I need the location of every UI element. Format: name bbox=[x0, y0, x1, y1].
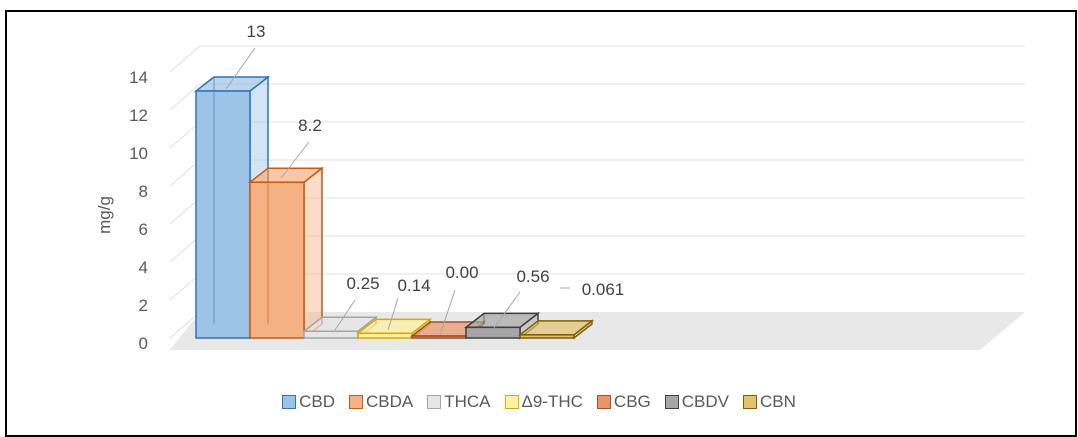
legend-item: CBD bbox=[282, 392, 335, 412]
leader-line bbox=[439, 289, 456, 336]
leader-line bbox=[493, 291, 521, 329]
bar-front bbox=[519, 334, 575, 339]
gridline-diag bbox=[169, 83, 201, 111]
legend-label: CBD bbox=[299, 392, 335, 411]
data-label: 0.061 bbox=[582, 280, 625, 299]
bar-front bbox=[411, 335, 467, 339]
y-axis-title: mg/g bbox=[95, 196, 114, 234]
data-label: 0.56 bbox=[516, 267, 549, 286]
data-label: 0.25 bbox=[346, 274, 379, 293]
legend-swatch bbox=[504, 395, 519, 409]
legend-label: CBDA bbox=[365, 392, 414, 411]
chart-frame bbox=[5, 10, 1077, 437]
legend-swatch bbox=[348, 395, 363, 409]
legend-item: THCA bbox=[427, 392, 491, 412]
legend-swatch bbox=[282, 395, 297, 409]
leader-line bbox=[225, 47, 256, 90]
y-tick-label: 4 bbox=[139, 258, 148, 277]
legend-label: CBDV bbox=[681, 392, 729, 411]
data-label: 13 bbox=[247, 22, 266, 41]
gridlines bbox=[169, 45, 1025, 339]
data-label: 0.00 bbox=[445, 263, 478, 282]
bar-side bbox=[303, 166, 323, 340]
bar-front bbox=[357, 332, 413, 339]
legend-swatch bbox=[427, 395, 442, 409]
legend-label: CBN bbox=[760, 392, 796, 411]
y-tick-label: 2 bbox=[139, 296, 148, 315]
bar-front bbox=[249, 181, 305, 339]
bar-CBDA bbox=[247, 166, 325, 340]
bar-front bbox=[465, 326, 521, 339]
leader-line bbox=[387, 297, 399, 331]
legend-swatch bbox=[664, 395, 679, 409]
y-tick-label: 14 bbox=[129, 68, 148, 87]
legend-label: CBG bbox=[613, 392, 651, 411]
legend-label: Δ9-THC bbox=[521, 392, 583, 411]
y-tick-label: 8 bbox=[139, 182, 148, 201]
y-tick-label: 12 bbox=[129, 106, 148, 125]
leader-line bbox=[280, 141, 310, 179]
legend-item: CBN bbox=[743, 392, 796, 412]
y-tick-label: 6 bbox=[139, 220, 148, 239]
gridline-diag bbox=[169, 311, 201, 339]
y-tick-label: 0 bbox=[139, 334, 148, 353]
gridline-diag bbox=[169, 45, 201, 73]
leader-line bbox=[334, 299, 356, 331]
legend-swatch bbox=[596, 395, 611, 409]
data-label: 8.2 bbox=[298, 116, 322, 135]
bar-front bbox=[195, 90, 251, 339]
legend: CBD CBDA THCA Δ9-THC CBG CBDV CBN bbox=[0, 392, 1078, 412]
legend-label: THCA bbox=[444, 392, 491, 411]
gridline-diag bbox=[169, 121, 201, 149]
gridline-diag bbox=[169, 273, 201, 301]
gridline-diag bbox=[169, 197, 201, 225]
gridline-diag bbox=[169, 235, 201, 263]
gridline-diag bbox=[169, 159, 201, 187]
legend-item: CBDA bbox=[348, 392, 414, 412]
y-tick-label: 10 bbox=[129, 144, 148, 163]
legend-item: CBDV bbox=[664, 392, 729, 412]
legend-item: CBG bbox=[596, 392, 651, 412]
bar-front bbox=[303, 330, 359, 339]
legend-item: Δ9-THC bbox=[504, 392, 583, 412]
bar-CBN bbox=[517, 319, 595, 340]
legend-swatch bbox=[743, 395, 757, 409]
data-label: 0.14 bbox=[397, 276, 430, 295]
